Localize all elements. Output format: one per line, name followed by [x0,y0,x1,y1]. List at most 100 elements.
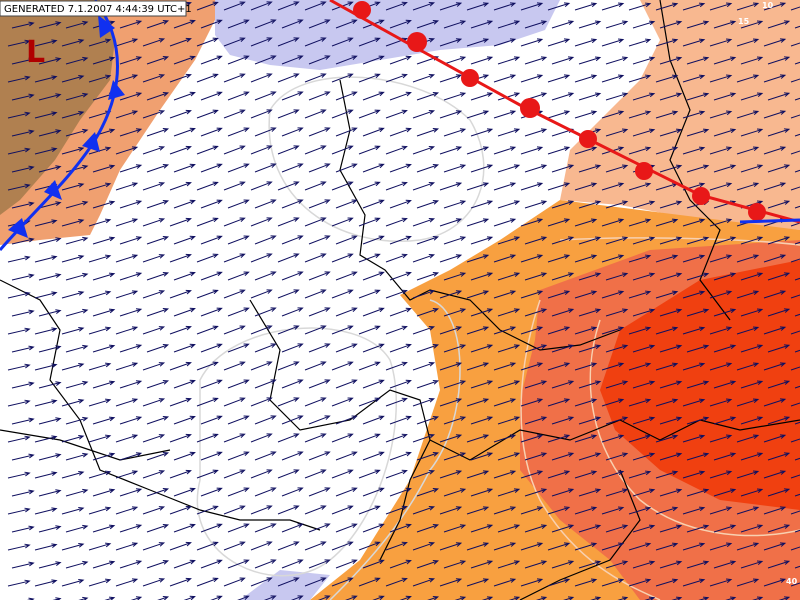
wind-arrow [767,56,791,65]
wind-arrow [173,451,196,461]
wind-arrow [389,451,412,461]
wind-arrow [497,128,521,137]
stamp-box [0,0,187,17]
wind-arrow [146,380,170,389]
wind-arrow [11,489,35,497]
wind-arrow [196,325,219,335]
wind-arrow [281,379,304,389]
wind-arrow [92,524,116,533]
wind-arrow [763,110,787,119]
wind-arrow [385,397,408,407]
wind-arrow [281,487,304,497]
wind-arrow [443,560,467,569]
wind-arrow [250,145,273,155]
wind-arrow [628,146,652,155]
wind-arrow [736,110,760,119]
wind-arrow [520,182,544,191]
wind-arrow [34,579,58,587]
wind-arrow [454,596,467,600]
wind-arrow [605,488,629,497]
wind-arrow [659,128,683,137]
wind-arrow [358,433,381,443]
wind-arrow [709,578,733,587]
wind-arrow [547,470,571,479]
wind-arrow [358,181,381,191]
wind-arrow [740,272,764,281]
wind-arrow [628,470,652,479]
wind-arrow [605,560,629,569]
wind-arrow [173,559,196,569]
wind-arrow [794,493,800,497]
wind-arrow [65,488,89,497]
wind-arrow [92,164,116,173]
wind-arrow [281,91,304,101]
wind-arrow [385,253,408,263]
wind-arrow [551,452,575,461]
wind-arrow [578,236,602,245]
wind-arrow [601,578,625,587]
wind-arrow [466,578,490,587]
wind-arrow [763,38,787,47]
wind-arrow [682,434,706,443]
wind-arrow [767,272,791,281]
wind-arrow [196,37,219,47]
wind-arrow [399,595,412,600]
wind-arrow [520,398,544,407]
wind-arrow [412,577,436,587]
wind-arrow [250,325,273,335]
wind-arrow [551,560,575,569]
wind-arrow [767,416,791,425]
wind-arrow [196,1,219,11]
wind-arrow [736,74,760,83]
wind-arrow [119,128,143,137]
wind-arrow [686,380,710,389]
wind-arrow [331,289,354,299]
wind-arrow [686,20,710,29]
area-lavender [215,0,560,70]
wind-arrow [794,241,800,245]
wind-arrow [470,236,494,245]
wind-arrow [34,507,58,515]
wind-arrow [254,91,277,101]
wind-arrow [790,330,800,335]
wind-arrow [115,362,139,371]
wind-arrow [362,271,385,281]
wind-arrow [308,559,331,569]
wind-arrow [34,39,58,47]
wind-arrow [250,361,273,371]
wind-arrow [412,505,436,515]
wind-arrow [173,55,196,65]
wind-arrow [686,164,710,173]
wind-arrow [659,236,683,245]
wind-arrow [605,452,629,461]
wind-arrow [358,289,381,299]
wind-arrow [605,236,629,245]
wind-arrow [794,421,800,425]
wind-arrow [119,452,143,461]
wind-arrow [493,38,517,47]
wind-arrow [11,201,35,209]
wind-arrow [574,254,598,263]
wind-arrow [439,182,463,191]
wind-arrow [794,61,800,65]
wind-arrow [412,397,436,407]
wind-arrow [601,110,625,119]
wind-arrow [65,380,89,389]
wind-arrow [682,38,706,47]
wind-arrow [655,218,679,227]
wind-arrow [173,235,196,245]
wind-arrow [682,110,706,119]
wind-arrow [497,164,521,173]
wind-arrow [790,114,800,119]
wind-arrow [412,541,436,551]
wind-arrow [497,416,521,425]
wind-arrow [331,433,354,443]
wind-arrow [628,434,652,443]
wind-arrow [713,380,737,389]
wind-arrow [277,109,300,119]
wind-arrow [601,542,625,551]
wind-arrow [520,506,544,515]
wind-arrow [790,42,800,47]
wind-arrow [659,56,683,65]
wind-arrow [7,291,31,299]
